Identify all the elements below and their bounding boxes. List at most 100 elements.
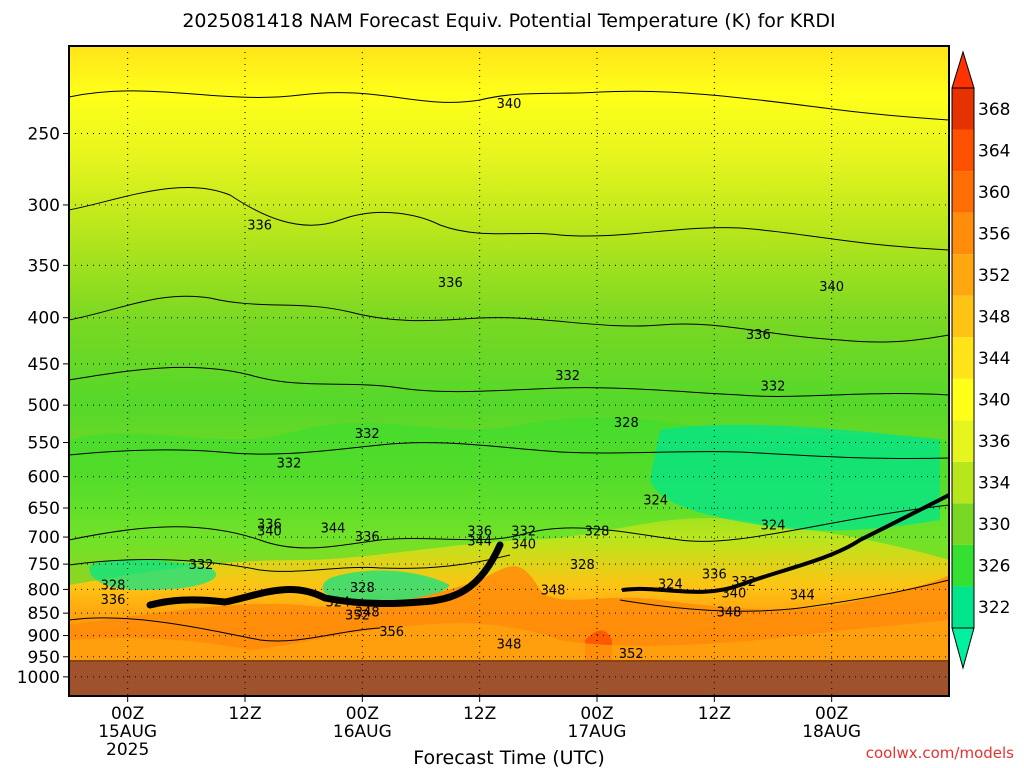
contour-label: 348 — [541, 583, 566, 598]
colorbar-label: 330 — [978, 515, 1010, 535]
contour-label: 352 — [619, 647, 644, 662]
contour-label: 340 — [721, 586, 746, 601]
x-axis-label: Forecast Time (UTC) — [413, 747, 604, 768]
chart-title: 2025081418 NAM Forecast Equiv. Potential… — [182, 10, 835, 32]
colorbar-label: 326 — [978, 557, 1010, 577]
y-tick-label: 350 — [28, 256, 60, 276]
y-tick-label: 300 — [28, 196, 60, 216]
y-tick-label: 1000 — [17, 668, 60, 688]
colorbar-segment — [952, 420, 974, 462]
colorbar-lower-arrow — [951, 627, 975, 670]
y-tick-label: 750 — [28, 555, 60, 575]
contour-label: 328 — [350, 581, 375, 596]
y-tick-label: 850 — [28, 604, 60, 624]
contour-label: 328 — [101, 578, 126, 593]
colorbar-label: 356 — [978, 224, 1010, 244]
warm-boundary-inner — [69, 620, 949, 666]
colorbar-segment — [952, 544, 974, 587]
contour-lines — [69, 90, 949, 642]
colorbar-segment — [952, 295, 974, 338]
colorbar-label: 336 — [978, 432, 1010, 452]
y-tick-label: 250 — [28, 124, 60, 144]
contour-label: 332 — [189, 558, 214, 573]
colorbar-segment — [952, 586, 974, 628]
contour-label: 336 — [355, 530, 380, 545]
surface-strip — [69, 660, 949, 662]
colorbar-label: 360 — [978, 183, 1010, 203]
contour-label: 324 — [325, 595, 350, 610]
colorbar-label: 368 — [978, 100, 1010, 120]
colorbar-label: 322 — [978, 598, 1010, 618]
colorbar-label: 348 — [978, 307, 1010, 327]
contour-label: 332 — [277, 456, 302, 471]
contour-label: 344 — [467, 535, 492, 550]
y-tick-label: 900 — [28, 627, 60, 647]
colorbar-segment — [952, 378, 974, 421]
contour-label: 332 — [555, 369, 580, 384]
colorbar-upper-arrow — [951, 50, 975, 89]
x-tick-label: 12Z — [228, 704, 261, 724]
x-tick-label: 15AUG — [98, 722, 157, 742]
colorbar-frame — [951, 87, 975, 629]
y-tick-label: 700 — [28, 528, 60, 548]
colorbar-segment — [952, 171, 974, 213]
contour-label: 336 — [247, 218, 272, 233]
x-tick-label: 00Z — [346, 704, 379, 724]
contour-label: 352 — [345, 608, 370, 623]
y-tick-label: 650 — [28, 499, 60, 519]
y-tick-label: 600 — [28, 468, 60, 488]
contour-label: 328 — [614, 416, 639, 431]
contour-label: 336 — [746, 328, 771, 343]
x-tick-label: 00Z — [111, 704, 144, 724]
contour-label: 348 — [717, 606, 742, 621]
x-tick-label: 12Z — [463, 704, 496, 724]
contour-label: 344 — [321, 522, 346, 537]
colorbar: 322 326 330 334 336 340 344 348 352 356 360 364 368 — [951, 50, 1010, 670]
colorbar-label: 364 — [978, 141, 1010, 161]
colorbar-segment — [952, 503, 974, 545]
contour-label: 336 — [438, 276, 463, 291]
x-tick-label: 12Z — [698, 704, 731, 724]
y-tick-label: 500 — [28, 396, 60, 416]
x-tick-label: 16AUG — [333, 722, 392, 742]
x-tick-label: 00Z — [815, 704, 848, 724]
y-tick-label: 950 — [28, 648, 60, 668]
contour-label: 348 — [355, 606, 380, 621]
moist-pocket-center — [322, 570, 450, 602]
contour-label: 348 — [497, 638, 522, 653]
contour-label: 356 — [379, 625, 404, 640]
plot-frame — [68, 45, 950, 697]
contour-label: 340 — [257, 524, 282, 539]
colorbar-segment — [952, 88, 974, 130]
colorbar-segment — [952, 254, 974, 296]
colorbar-label: 344 — [978, 349, 1010, 369]
contour-label: 332 — [355, 427, 380, 442]
y-tick-label: 550 — [28, 434, 60, 454]
x-tick-label: 18AUG — [802, 722, 861, 742]
contour-label: 336 — [467, 524, 492, 539]
frontal-zone-east — [621, 493, 949, 594]
colorbar-label: 352 — [978, 266, 1010, 286]
contour-label: 336 — [257, 518, 282, 533]
colorbar-segment — [952, 461, 974, 504]
contour-label: 324 — [643, 494, 668, 509]
grid-lines — [69, 46, 949, 696]
moist-pocket-left — [89, 559, 217, 591]
contour-label: 328 — [570, 558, 595, 573]
colorbar-segment — [952, 212, 974, 255]
colorbar-label: 334 — [978, 474, 1010, 494]
y-tick-label: 450 — [28, 355, 60, 375]
contour-label: 324 — [658, 577, 683, 592]
x-tick-label: 17AUG — [568, 722, 627, 742]
y-tick-label: 800 — [28, 580, 60, 600]
contour-label: 328 — [585, 524, 610, 539]
contour-label: 336 — [101, 593, 126, 608]
colorbar-label: 340 — [978, 391, 1010, 411]
contour-label: 340 — [819, 280, 844, 295]
contour-label: 340 — [497, 97, 522, 112]
frontal-zone — [146, 541, 504, 609]
